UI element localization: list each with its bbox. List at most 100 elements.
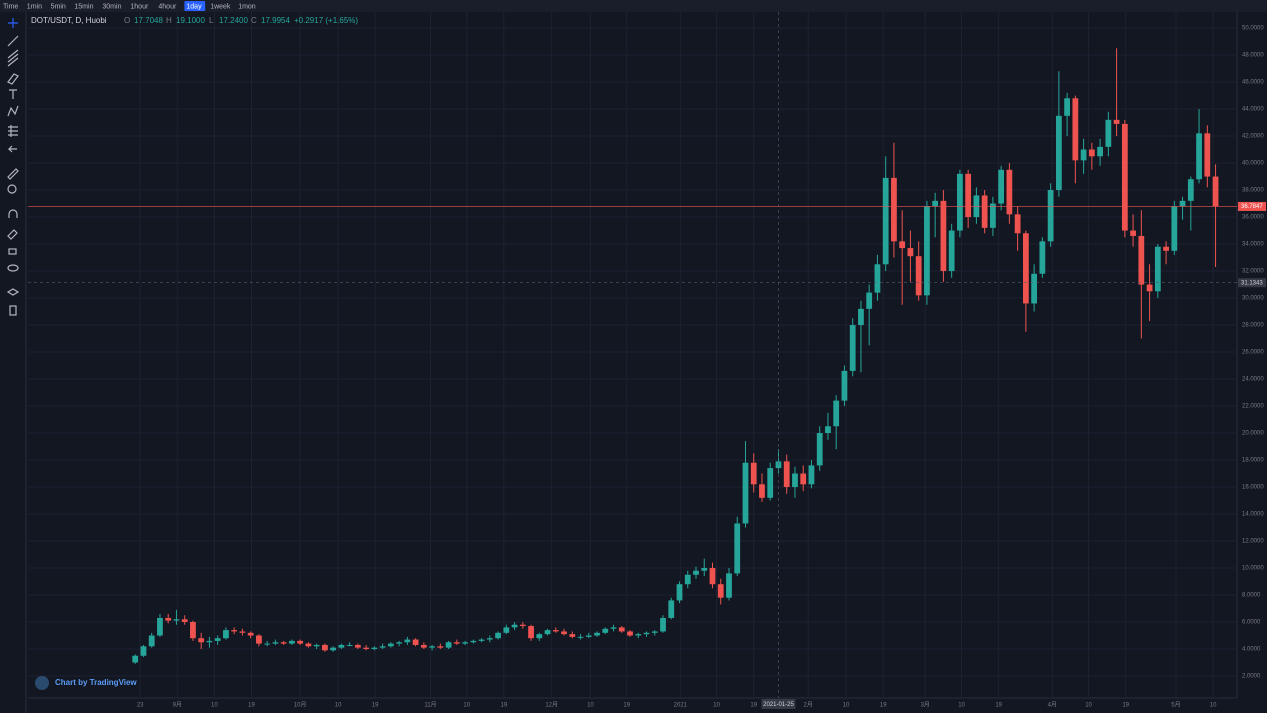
timeframe-button[interactable]: 1day	[186, 3, 202, 10]
x-tick-label: 19	[372, 703, 379, 709]
candle-body	[627, 631, 633, 636]
timeframe-button[interactable]: 1hour	[130, 3, 149, 10]
x-tick-label: 19	[623, 703, 630, 709]
timeframe-button[interactable]: Time	[3, 3, 18, 10]
x-tick-label: 3月	[921, 702, 930, 709]
y-tick-label: 8.0000	[1242, 593, 1261, 599]
candle-body	[1047, 190, 1054, 242]
timeframe-button[interactable]: 4hour	[158, 3, 177, 10]
candle-body	[478, 639, 485, 641]
candle-body	[503, 627, 510, 633]
candle-body	[750, 462, 757, 485]
candle-body	[676, 584, 683, 601]
candle-body	[907, 248, 914, 257]
candle-body	[214, 638, 221, 641]
candle-body	[709, 568, 716, 585]
candle-body	[495, 632, 501, 639]
candle-body	[981, 195, 988, 228]
x-tick-label: 19	[880, 703, 887, 709]
candle-body	[412, 639, 419, 645]
candle-body	[305, 643, 312, 647]
crosshair-x-label: 2021-01-25	[763, 702, 794, 708]
delete-tool[interactable]	[9, 305, 17, 316]
candle-body	[717, 584, 724, 598]
candle-body	[1204, 133, 1211, 177]
candle-body	[866, 292, 873, 309]
x-tick-label: 23	[137, 703, 144, 709]
candle-body	[915, 256, 922, 296]
prediction-tool[interactable]	[8, 125, 18, 137]
lock-tool[interactable]	[8, 248, 17, 255]
candle-body	[792, 473, 798, 488]
candle-body	[396, 642, 402, 644]
candle-body	[1113, 119, 1120, 124]
y-tick-label: 18.0000	[1242, 458, 1264, 464]
candle-body	[511, 624, 518, 628]
y-tick-label: 50.0000	[1242, 26, 1264, 32]
watermark-logo	[35, 676, 49, 690]
candle-body	[354, 644, 361, 648]
brush-tool[interactable]	[7, 73, 19, 85]
x-tick-label: 19	[1122, 703, 1129, 709]
candle-body	[157, 617, 163, 636]
zoom-tool[interactable]	[7, 184, 17, 194]
x-tick-label: 2月	[803, 702, 812, 709]
candle-body	[231, 630, 238, 632]
y-tick-label: 28.0000	[1242, 323, 1264, 329]
x-tick-label: 10	[713, 703, 720, 709]
candle-body	[585, 635, 592, 637]
text-tool[interactable]	[9, 89, 17, 99]
visibility-tool[interactable]	[7, 264, 19, 272]
candle-body	[1187, 179, 1194, 201]
candle-body	[445, 642, 452, 648]
pattern-tool[interactable]	[7, 105, 19, 117]
y-tick-label: 20.0000	[1242, 431, 1264, 437]
timeframe-button[interactable]: 30min	[102, 3, 121, 10]
candle-body	[643, 632, 650, 635]
candle-body	[1080, 149, 1087, 161]
y-tick-label: 30.0000	[1242, 296, 1264, 302]
candle-body	[833, 400, 840, 427]
candle-body	[379, 646, 386, 648]
candle-body	[932, 200, 939, 207]
timeframe-button[interactable]: 1mon	[238, 3, 256, 10]
close-value: 17.9954	[261, 16, 290, 25]
candle-body	[1179, 200, 1186, 207]
candle-body	[313, 644, 320, 647]
candle-body	[990, 203, 996, 228]
candle-body	[437, 646, 444, 648]
grid: 2.0000 4.0000 6.0000 8.0000 10.0000 12.0000 14…	[28, 12, 1264, 709]
trend-line-tool[interactable]	[7, 35, 19, 47]
candle-body	[684, 574, 691, 585]
top-toolbar	[0, 0, 1267, 12]
candle-body	[429, 646, 435, 648]
back-tool[interactable]	[7, 145, 17, 153]
candle-body	[462, 642, 468, 644]
timeframe-button[interactable]: 15min	[74, 3, 93, 10]
timeframe-button[interactable]: 1min	[27, 3, 42, 10]
x-tick-label: 10	[1085, 703, 1092, 709]
candle-body	[140, 646, 147, 656]
crosshair-tool[interactable]	[8, 18, 18, 28]
candle-body	[701, 568, 708, 571]
y-tick-label: 42.0000	[1242, 134, 1264, 140]
candle-body	[998, 169, 1005, 204]
fib-tool[interactable]	[7, 49, 19, 67]
candle-body	[470, 640, 477, 643]
candle-body	[256, 635, 262, 644]
candle-body	[1064, 98, 1070, 116]
lock-drawing-tool[interactable]	[7, 229, 18, 240]
candle-body	[594, 632, 600, 636]
x-tick-label: 19	[501, 703, 508, 709]
candle-body	[223, 630, 229, 639]
ruler-tool[interactable]	[7, 168, 19, 180]
candle-body	[825, 426, 831, 434]
x-tick-label: 19	[248, 703, 255, 709]
magnet-tool[interactable]	[8, 209, 18, 218]
x-tick-label: 12月	[545, 702, 558, 709]
timeframe-button[interactable]: 1week	[210, 3, 231, 10]
x-tick-label: 10月	[294, 702, 307, 709]
layers-tool[interactable]	[6, 288, 20, 296]
timeframe-button[interactable]: 5min	[51, 3, 66, 10]
